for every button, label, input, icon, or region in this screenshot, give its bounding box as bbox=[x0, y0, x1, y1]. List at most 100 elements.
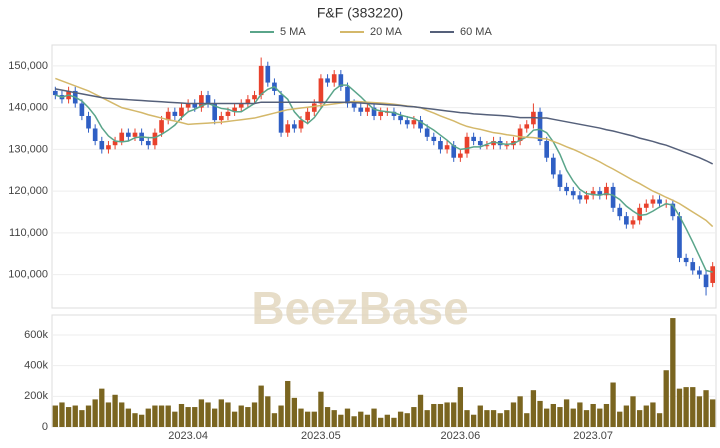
candle-body bbox=[550, 157, 556, 175]
volume-bar bbox=[378, 417, 384, 427]
candle-body bbox=[212, 103, 218, 121]
volume-bar bbox=[344, 408, 351, 427]
volume-bar bbox=[557, 407, 563, 427]
volume-bar bbox=[690, 387, 696, 427]
y-tick-label: 120,000 bbox=[8, 185, 48, 197]
volume-bar bbox=[550, 403, 556, 427]
volume-bar bbox=[490, 410, 497, 427]
candle-body bbox=[624, 216, 629, 225]
candle-body bbox=[112, 141, 118, 146]
candle-body bbox=[119, 132, 125, 142]
candle-body bbox=[677, 216, 682, 258]
volume-bar bbox=[384, 414, 390, 427]
volume-bar bbox=[331, 410, 337, 427]
candle-body bbox=[610, 186, 616, 208]
candle-body bbox=[225, 111, 231, 116]
x-tick-label: 2023.05 bbox=[301, 430, 341, 442]
candle-body bbox=[630, 220, 636, 225]
candle-body bbox=[577, 195, 583, 200]
volume-bar bbox=[192, 407, 198, 427]
candle-body bbox=[99, 141, 105, 150]
candle-body bbox=[285, 124, 291, 133]
candle-body bbox=[126, 132, 131, 137]
volume-bar bbox=[683, 387, 689, 427]
candle-body bbox=[537, 111, 543, 142]
candle-body bbox=[358, 107, 364, 112]
candle-body bbox=[431, 136, 437, 142]
candle-body bbox=[444, 145, 450, 150]
volume-bar bbox=[65, 407, 72, 427]
candle-body bbox=[345, 86, 350, 104]
candle-body bbox=[637, 207, 642, 221]
x-tick-label: 2023.07 bbox=[573, 430, 613, 442]
volume-bar bbox=[92, 399, 98, 427]
candle-body bbox=[643, 203, 649, 208]
volume-bar bbox=[238, 405, 244, 427]
candle-body bbox=[404, 120, 410, 125]
candle-body bbox=[365, 107, 370, 112]
volume-bar bbox=[670, 318, 676, 427]
volume-bar bbox=[172, 411, 178, 427]
candle-body bbox=[86, 115, 91, 129]
y-tick-label: 130,000 bbox=[8, 143, 48, 155]
volume-bar bbox=[324, 407, 331, 427]
candle-body bbox=[192, 103, 198, 108]
volume-bar bbox=[530, 390, 537, 427]
candle-body bbox=[524, 124, 530, 129]
candle-body bbox=[491, 141, 496, 146]
candle-body bbox=[52, 90, 58, 96]
volume-bar bbox=[710, 399, 716, 427]
volume-bar bbox=[451, 402, 457, 427]
volume-bar bbox=[563, 399, 570, 427]
volume-bar bbox=[158, 405, 165, 427]
candle-body bbox=[351, 103, 357, 108]
volume-bar bbox=[524, 413, 530, 427]
y-tick-label: 600k bbox=[24, 329, 48, 341]
candle-body bbox=[650, 199, 656, 204]
volume-bar bbox=[185, 407, 191, 427]
y-tick-label: 150,000 bbox=[8, 60, 48, 72]
volume-bar bbox=[703, 390, 709, 427]
volume-bar bbox=[537, 400, 543, 427]
volume-bar bbox=[99, 388, 105, 427]
volume-bar bbox=[570, 408, 576, 427]
watermark: BeezBase bbox=[251, 282, 468, 334]
volume-bar bbox=[650, 402, 656, 427]
candle-body bbox=[145, 141, 151, 146]
candle-body bbox=[464, 136, 470, 154]
volume-bar bbox=[590, 403, 596, 427]
candle-body bbox=[683, 257, 689, 263]
candle-body bbox=[418, 120, 423, 129]
volume-bar bbox=[291, 397, 298, 427]
candle-body bbox=[657, 199, 662, 204]
candle-body bbox=[238, 103, 244, 108]
candle-body bbox=[703, 274, 709, 288]
volume-bar bbox=[105, 402, 112, 427]
candle-body bbox=[132, 132, 138, 137]
candle-body bbox=[258, 65, 264, 96]
x-tick-label: 2023.06 bbox=[440, 430, 480, 442]
volume-bar bbox=[205, 402, 211, 427]
ma-line bbox=[55, 88, 714, 165]
candle-body bbox=[710, 266, 716, 283]
volume-bar bbox=[298, 408, 304, 427]
candle-body bbox=[165, 111, 171, 121]
candle-body bbox=[451, 145, 457, 158]
y-tick-label: 100,000 bbox=[8, 269, 48, 281]
chart-title: F&F (383220) bbox=[317, 5, 403, 21]
volume-bar bbox=[231, 411, 238, 427]
candle-body bbox=[471, 136, 476, 142]
candle-body bbox=[331, 74, 337, 83]
candle-body bbox=[670, 203, 676, 217]
volume-bar bbox=[245, 407, 251, 427]
volume-bar bbox=[112, 394, 118, 427]
candle-body bbox=[504, 145, 510, 147]
volume-bar bbox=[132, 413, 138, 427]
volume-bar bbox=[597, 408, 603, 427]
volume-bar bbox=[583, 410, 590, 427]
candle-body bbox=[92, 128, 98, 142]
volume-bar bbox=[497, 413, 503, 427]
volume-bar bbox=[285, 380, 291, 427]
candle-body bbox=[398, 115, 403, 121]
